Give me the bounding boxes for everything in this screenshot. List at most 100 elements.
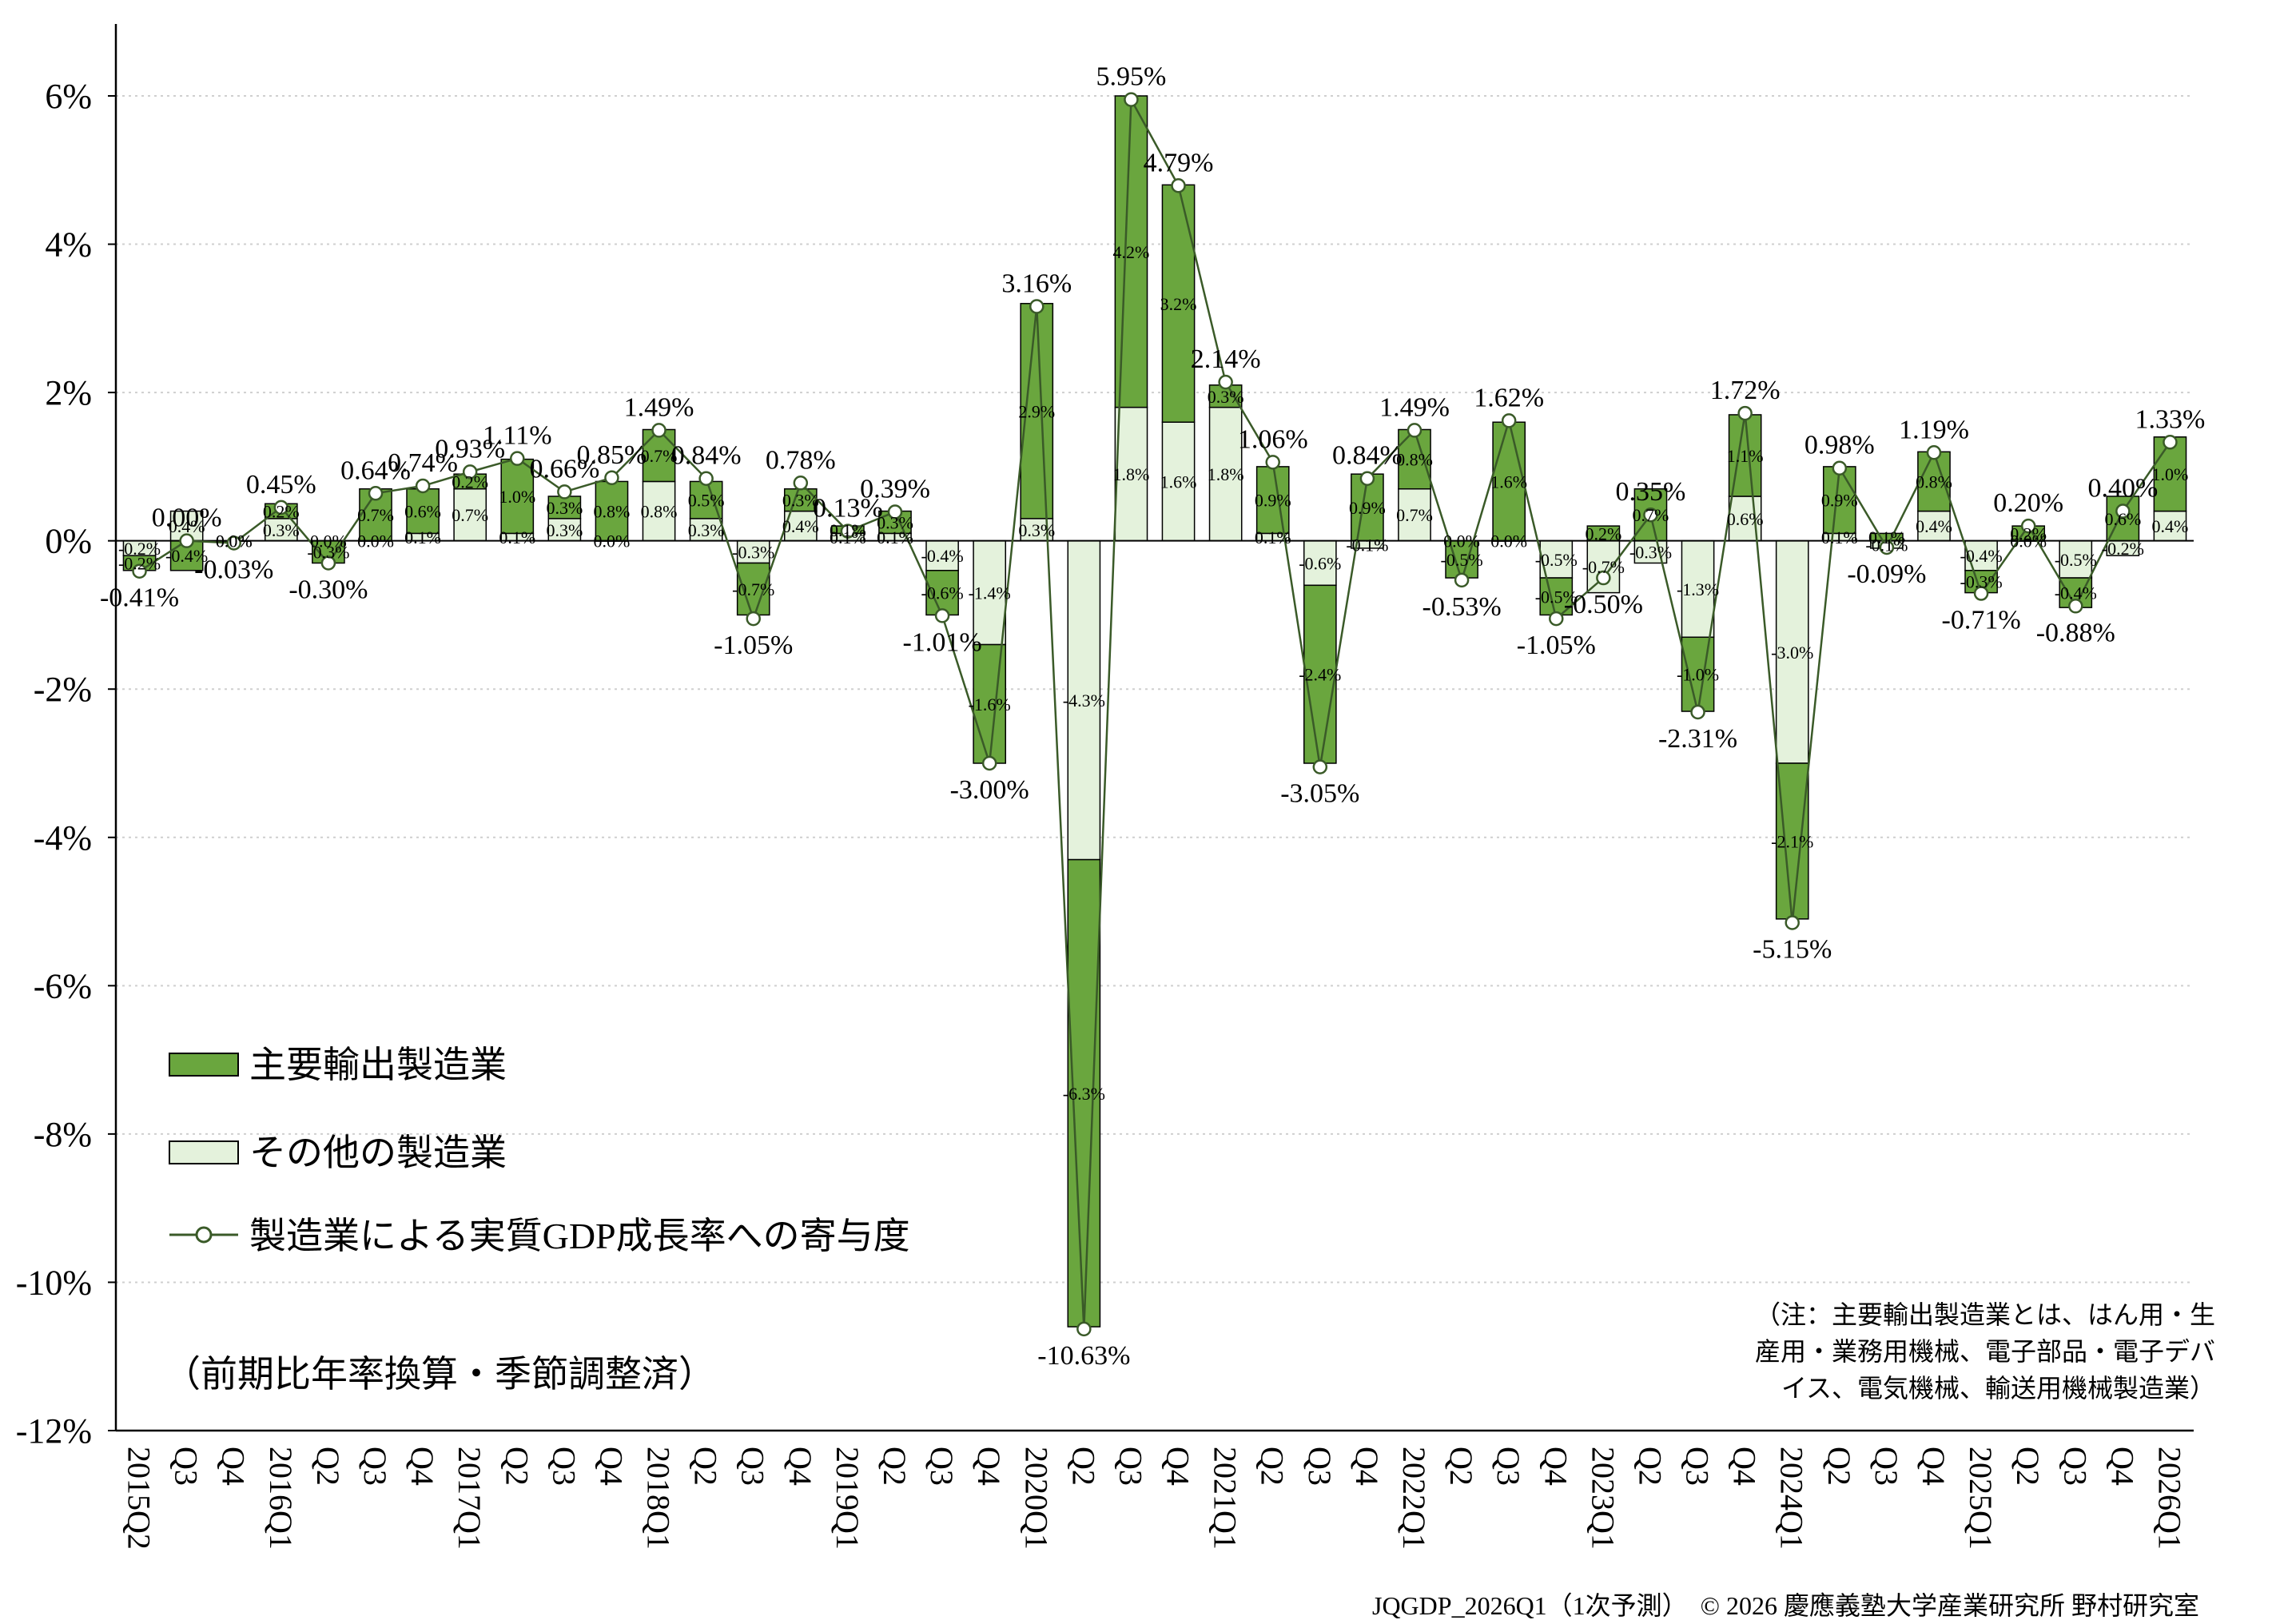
segment-label-other: 0.3%	[688, 520, 725, 540]
segment-label-major: 0.2%	[2010, 523, 2047, 543]
bar-major-export	[1303, 584, 1337, 764]
total-label: -3.00%	[950, 775, 1029, 805]
total-label: 0.84%	[1332, 441, 1403, 471]
contribution-point	[179, 533, 194, 548]
total-label: 5.95%	[1096, 62, 1167, 92]
contribution-point	[981, 755, 997, 771]
y-tick-label: 6%	[45, 77, 92, 116]
total-label: 0.39%	[860, 474, 930, 504]
segment-label-major: 4.2%	[1113, 242, 1150, 262]
segment-label-major: 0.1%	[830, 520, 866, 540]
legend-swatch-major-export	[169, 1053, 239, 1077]
x-tick-label: Q3	[357, 1447, 393, 1486]
x-tick-label: Q3	[735, 1447, 771, 1486]
contribution-point	[1926, 445, 1942, 460]
segment-label-major: 0.0%	[216, 531, 253, 551]
segment-label-other: -4.3%	[1063, 691, 1105, 710]
bar-other-manufacturing	[689, 518, 723, 542]
total-label: 1.49%	[624, 392, 694, 422]
segment-label-major: -6.3%	[1063, 1084, 1105, 1104]
legend-label-contribution: 製造業による実質GDP成長率への寄与度	[249, 1216, 910, 1256]
x-tick-label: Q4	[404, 1447, 440, 1486]
segment-label-other: 0.8%	[641, 502, 678, 522]
contribution-point	[368, 486, 384, 501]
segment-label-major: 0.8%	[1396, 450, 1433, 470]
segment-label-other: 0.1%	[877, 527, 913, 547]
contribution-point	[1879, 539, 1895, 555]
segment-label-major: 0.7%	[357, 505, 394, 525]
segment-label-other: 0.6%	[1727, 509, 1764, 529]
x-tick-label: Q2	[1255, 1447, 1291, 1486]
x-tick-label: Q2	[499, 1447, 535, 1486]
x-tick-label: Q2	[877, 1447, 913, 1486]
x-tick-label: 2015Q2	[121, 1447, 157, 1550]
segment-label-other: 1.8%	[1113, 464, 1150, 484]
bar-other-manufacturing	[1681, 539, 1715, 639]
segment-label-other: 0.0%	[594, 531, 631, 551]
segment-label-other: -0.4%	[1960, 546, 2003, 566]
contribution-point	[651, 423, 666, 438]
contribution-point	[1218, 374, 1233, 390]
contribution-point	[1643, 507, 1658, 523]
segment-label-other: -0.5%	[2055, 550, 2097, 570]
segment-label-major: 0.3%	[782, 491, 819, 511]
contribution-point	[840, 523, 856, 539]
total-label: -0.30%	[288, 575, 368, 605]
contribution-polyline	[138, 96, 2171, 1329]
y-tick-label: -4%	[34, 818, 92, 858]
segment-label-other: 1.8%	[1208, 464, 1244, 484]
total-label: -0.71%	[1942, 606, 2021, 635]
x-tick-label: Q3	[924, 1447, 960, 1486]
x-tick-label: Q3	[1490, 1447, 1526, 1486]
segment-label-other: -0.2%	[2102, 539, 2144, 559]
segment-label-other: -0.2%	[118, 539, 161, 559]
contribution-point	[1124, 92, 1139, 107]
total-label: 1.72%	[1710, 376, 1781, 405]
bar-other-manufacturing	[1398, 488, 1431, 542]
y-tick-label: 4%	[45, 225, 92, 265]
segment-label-other: -0.3%	[1629, 543, 1672, 563]
contribution-point	[2163, 435, 2178, 450]
segment-label-major: 0.3%	[546, 498, 583, 518]
x-tick-label: Q4	[1349, 1447, 1385, 1486]
segment-label-other: -0.1%	[1346, 535, 1388, 555]
x-tick-label: Q2	[1821, 1447, 1857, 1486]
x-tick-label: 2021Q1	[1208, 1447, 1243, 1550]
x-tick-label: Q3	[2057, 1447, 2093, 1486]
x-tick-label: Q4	[1538, 1447, 1574, 1486]
x-tick-label: Q4	[782, 1447, 818, 1486]
total-label: -1.05%	[1517, 631, 1596, 660]
segment-label-other: 0.0%	[357, 531, 394, 551]
segment-label-major: 0.2%	[263, 502, 300, 522]
contribution-point	[1265, 455, 1280, 470]
bar-other-manufacturing	[1303, 539, 1337, 587]
segment-label-major: -1.6%	[969, 695, 1011, 714]
segment-label-other: 0.1%	[499, 527, 535, 547]
contribution-point	[793, 476, 809, 491]
segment-labels: -0.2%-0.2%0.4%-0.4%0.0%0.0%0.3%0.2%0.0%-…	[118, 242, 2188, 1104]
segment-label-major: -0.5%	[1441, 550, 1483, 570]
x-tick-label: Q3	[1302, 1447, 1338, 1486]
segment-label-major: 0.7%	[1633, 505, 1669, 525]
contribution-point	[557, 484, 572, 500]
total-label: 2.14%	[1191, 344, 1261, 374]
contribution-point	[510, 451, 525, 466]
total-label: 0.66%	[529, 454, 599, 484]
unit-note: （前期比年率換算・季節調整済）	[164, 1354, 715, 1395]
contribution-point	[1549, 611, 1564, 627]
footer-credit: JQGDP_2026Q1（1次予測） © 2026 慶應義塾大学産業研究所 野村…	[1372, 1591, 2199, 1620]
y-tick-label: -8%	[34, 1115, 92, 1154]
bar-other-manufacturing	[2059, 539, 2093, 579]
segment-label-major: 0.3%	[1208, 387, 1244, 407]
segment-label-major: -0.2%	[118, 554, 161, 574]
x-tick-label: Q2	[310, 1447, 346, 1486]
bar-major-export	[1492, 421, 1526, 542]
segment-label-major: -0.7%	[732, 579, 774, 599]
total-label: 3.16%	[1001, 269, 1072, 298]
segment-label-major: 0.5%	[688, 491, 725, 511]
total-label: 0.78%	[766, 445, 836, 475]
total-label: 0.74%	[388, 448, 458, 478]
total-label: -0.53%	[1422, 592, 1502, 622]
contribution-point	[1359, 471, 1375, 486]
bar-major-export	[1161, 184, 1196, 423]
